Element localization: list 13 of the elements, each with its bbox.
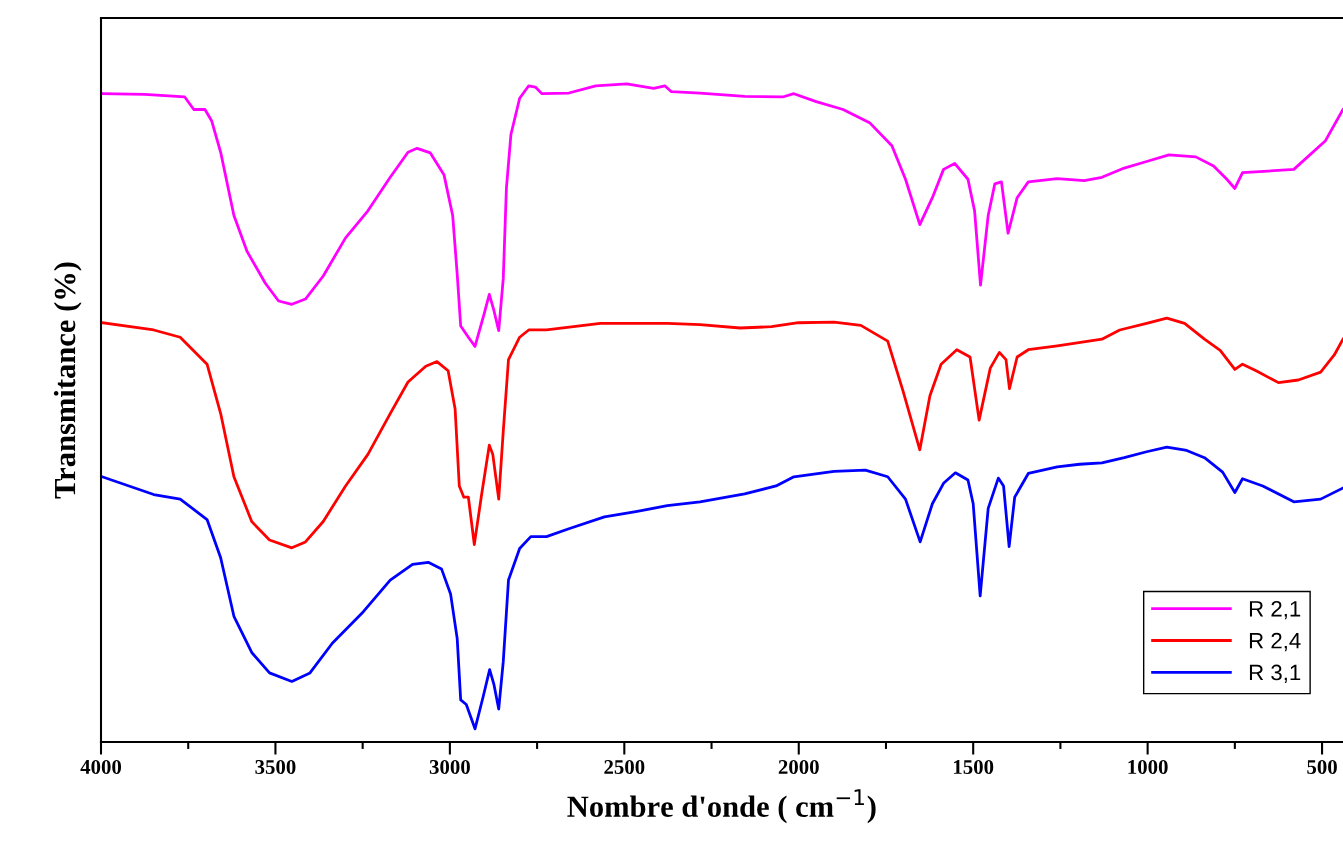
x-tick-label: 2000	[778, 759, 819, 775]
x-tick-label: 3500	[255, 759, 296, 775]
legend-label: R 3,1	[1249, 664, 1301, 683]
x-tick-label: 1000	[1128, 759, 1168, 775]
x-tick-label: 4000	[80, 759, 122, 775]
x-tick-label: 2500	[604, 759, 645, 775]
legend-label: R 2,1	[1249, 600, 1301, 620]
y-axis-title: Transmitance (%)	[53, 262, 82, 499]
x-axis-title: Nombre d'onde ( cm$^{−1}$)	[567, 789, 876, 824]
x-tick-label: 3000	[429, 759, 470, 775]
legend-label: R 2,4	[1249, 632, 1301, 652]
x-tick-label: 1500	[954, 759, 994, 775]
x-tick-label: 500	[1307, 759, 1337, 775]
